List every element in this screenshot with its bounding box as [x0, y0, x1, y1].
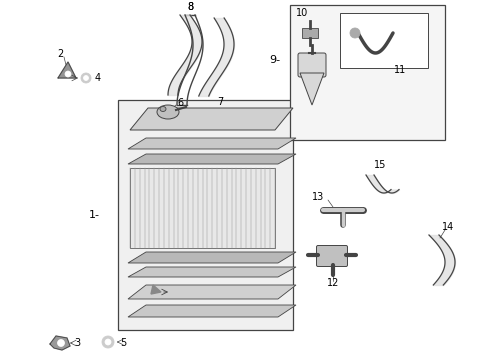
Polygon shape — [128, 305, 296, 317]
Circle shape — [105, 339, 111, 345]
Polygon shape — [58, 62, 76, 78]
Text: 8: 8 — [187, 2, 193, 12]
Circle shape — [57, 339, 65, 346]
Text: 14: 14 — [442, 222, 454, 232]
Bar — [118, 100, 293, 330]
Text: 2: 2 — [57, 49, 63, 59]
Polygon shape — [300, 73, 324, 105]
Polygon shape — [128, 154, 296, 164]
Text: 12: 12 — [327, 278, 339, 288]
FancyBboxPatch shape — [298, 53, 326, 77]
Ellipse shape — [157, 105, 179, 119]
Circle shape — [350, 28, 360, 38]
Text: 4: 4 — [95, 73, 101, 83]
Text: 1-: 1- — [89, 210, 100, 220]
Bar — [340, 13, 428, 68]
Text: 5: 5 — [120, 338, 126, 348]
Ellipse shape — [160, 107, 166, 112]
Polygon shape — [128, 138, 296, 149]
Polygon shape — [151, 285, 161, 294]
FancyBboxPatch shape — [317, 246, 347, 266]
Bar — [290, 5, 445, 140]
Circle shape — [102, 336, 114, 348]
Circle shape — [65, 71, 71, 77]
Polygon shape — [128, 252, 296, 263]
Text: 9-: 9- — [269, 55, 280, 65]
Polygon shape — [50, 336, 70, 350]
Text: 11: 11 — [394, 65, 406, 75]
Circle shape — [81, 73, 91, 83]
Polygon shape — [130, 108, 293, 130]
Text: 3: 3 — [74, 338, 80, 348]
Polygon shape — [128, 285, 296, 299]
Bar — [302, 28, 318, 38]
Text: 15: 15 — [374, 160, 386, 170]
Polygon shape — [128, 267, 296, 277]
Bar — [130, 168, 275, 248]
Text: 13: 13 — [312, 192, 324, 202]
Text: 6: 6 — [177, 98, 183, 108]
Text: 8: 8 — [187, 2, 193, 12]
Text: 7: 7 — [217, 97, 223, 107]
Circle shape — [83, 76, 89, 81]
Text: 10: 10 — [296, 8, 308, 18]
